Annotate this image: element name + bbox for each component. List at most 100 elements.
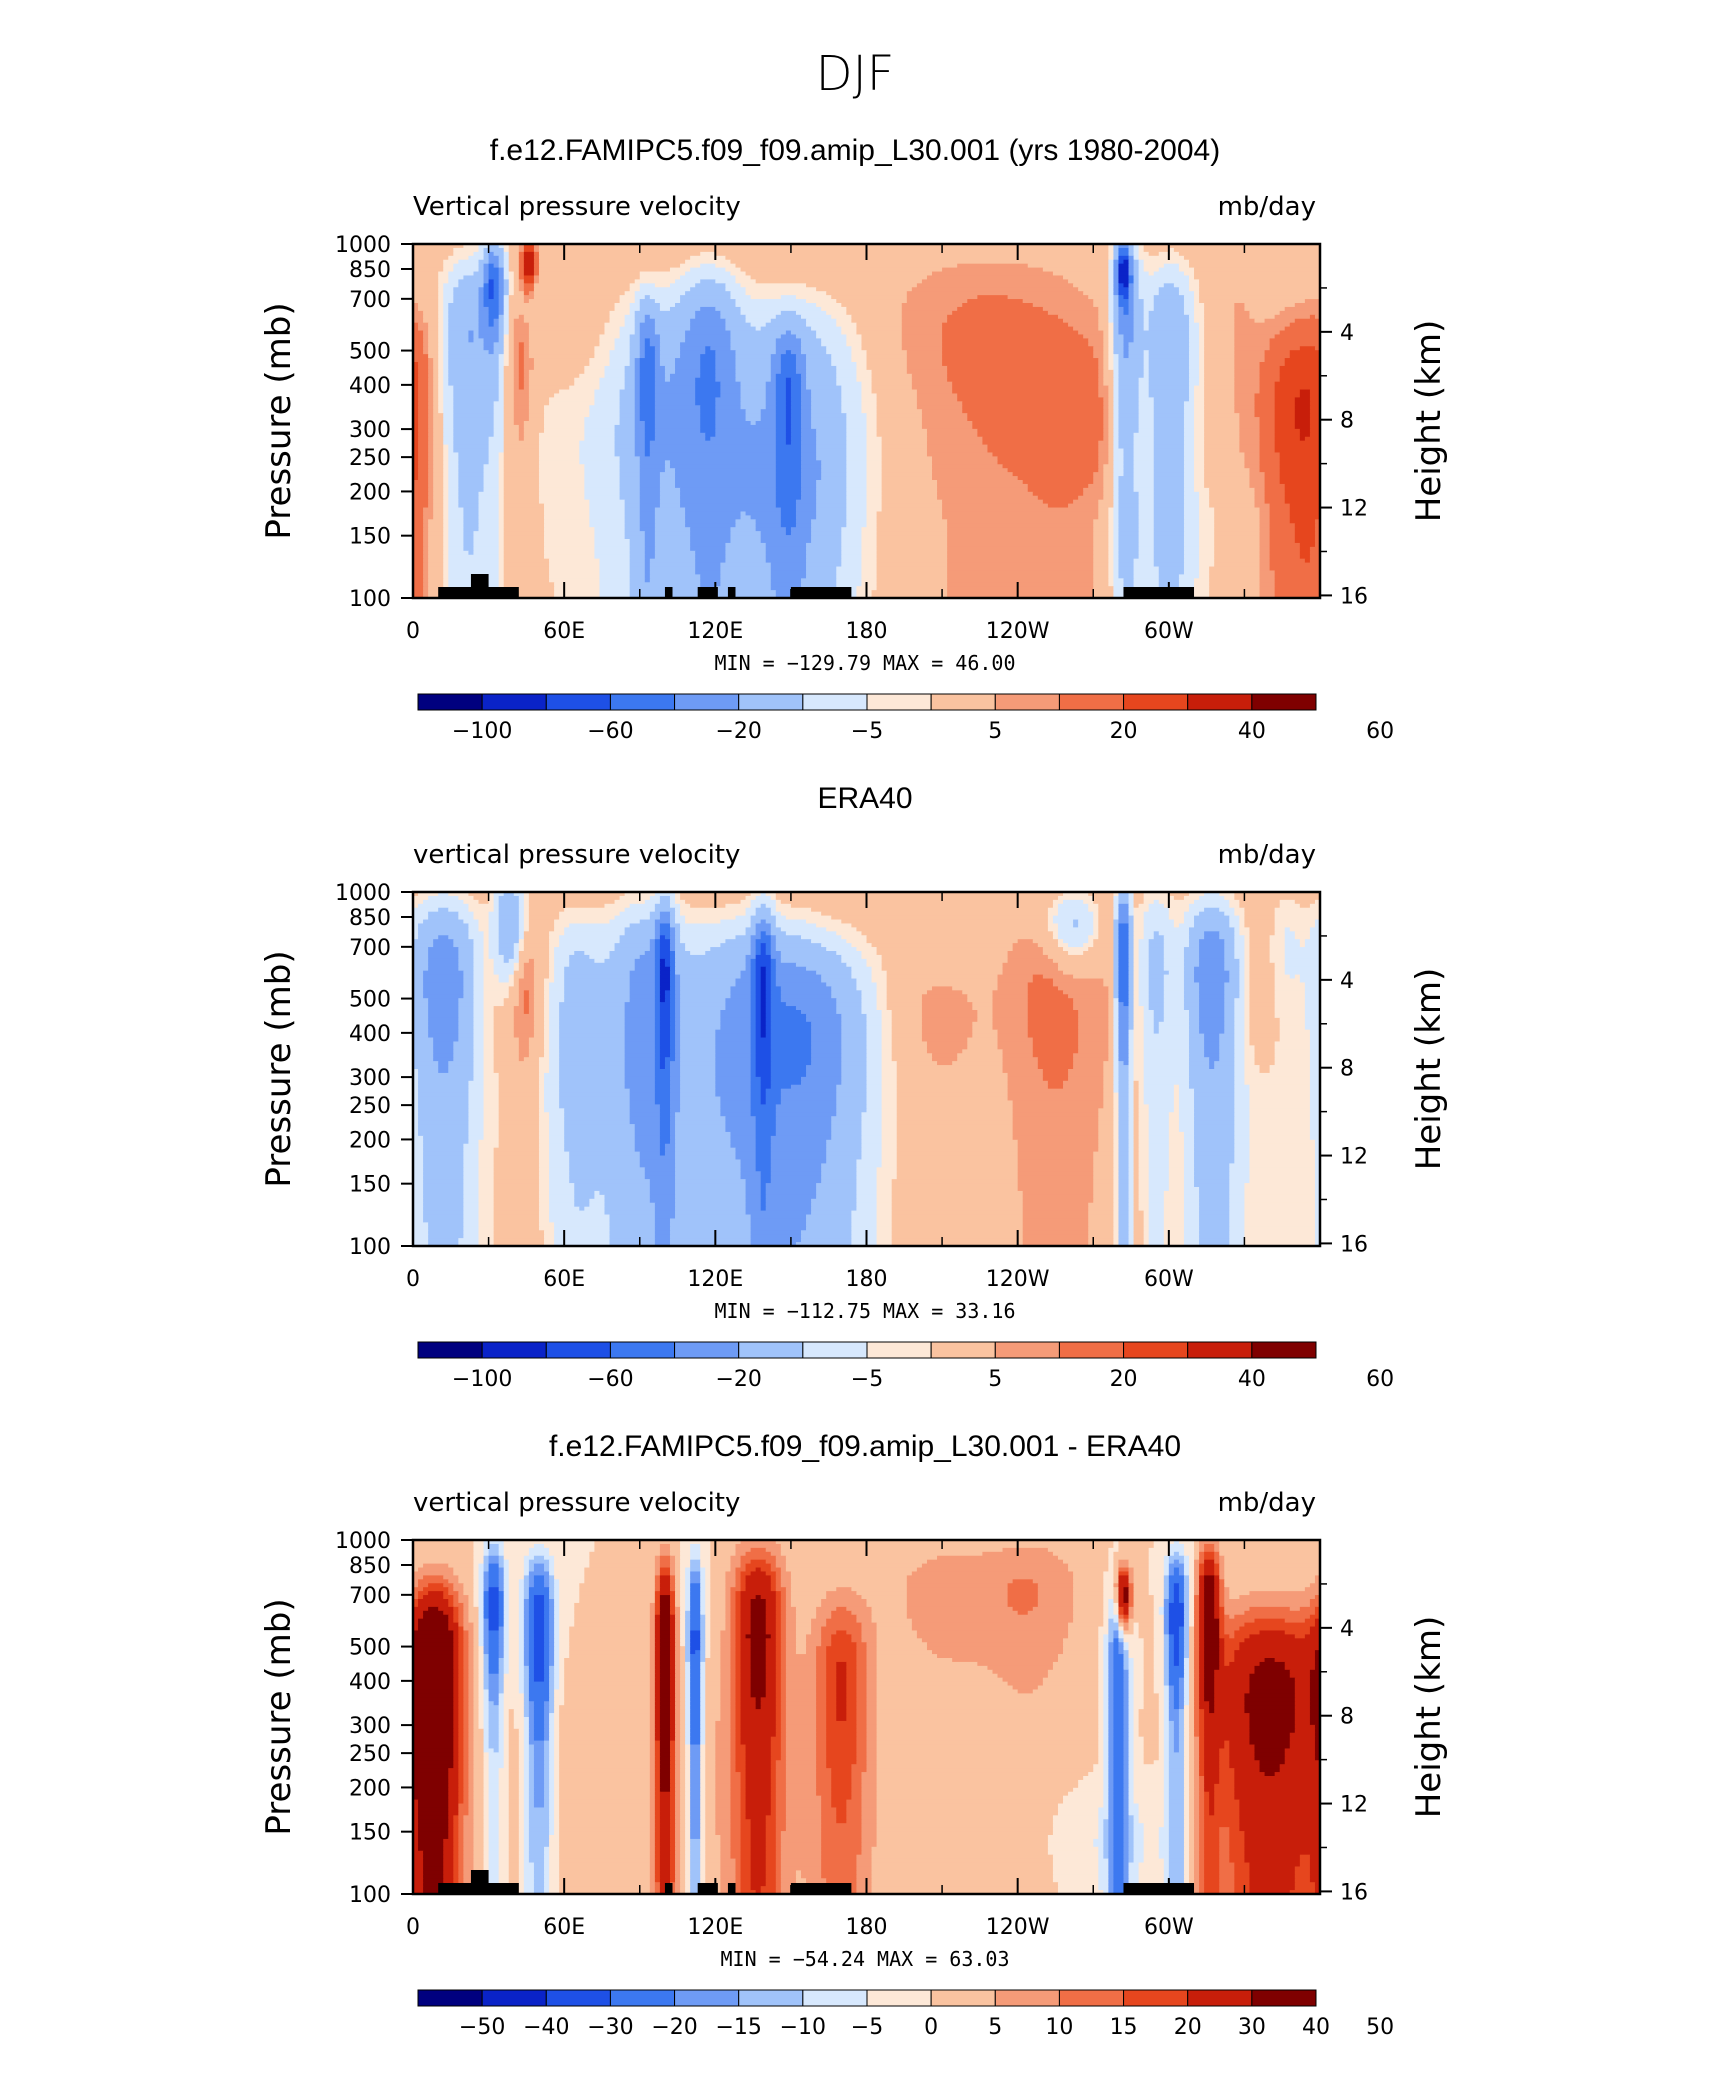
contour-cell bbox=[629, 283, 641, 288]
contour-cell bbox=[528, 377, 575, 383]
contour-cell bbox=[1133, 448, 1155, 454]
contour-cell bbox=[413, 334, 424, 339]
contour-cell bbox=[579, 452, 616, 457]
contour-cell bbox=[614, 432, 636, 438]
contour-cell bbox=[992, 1010, 1029, 1015]
contour-cell bbox=[816, 303, 842, 308]
contour-cell bbox=[1128, 931, 1135, 936]
contour-cell bbox=[675, 935, 681, 940]
contour-cell bbox=[609, 951, 646, 956]
contour-cell bbox=[639, 397, 656, 402]
contour-cell bbox=[1289, 503, 1321, 509]
contour-cell bbox=[554, 582, 601, 587]
contour-cell bbox=[1143, 1017, 1155, 1023]
contour-cell bbox=[770, 986, 782, 991]
contour-cell bbox=[1118, 507, 1140, 513]
contour-cell bbox=[624, 927, 656, 932]
contour-cell bbox=[760, 1021, 767, 1027]
contour-cell bbox=[1299, 393, 1311, 398]
contour-cell bbox=[876, 947, 1014, 952]
contour-cell bbox=[1199, 1010, 1225, 1015]
contour-cell bbox=[1128, 954, 1135, 960]
contour-cell bbox=[528, 405, 545, 410]
contour-cell bbox=[675, 966, 747, 972]
contour-cell bbox=[680, 491, 777, 497]
contour-cell bbox=[911, 287, 1079, 292]
contour-cell bbox=[1244, 966, 1251, 972]
contour-cell bbox=[800, 460, 822, 465]
contour-cell bbox=[473, 535, 500, 540]
contour-cell bbox=[473, 954, 485, 960]
contour-cell bbox=[549, 1006, 560, 1011]
contour-cell bbox=[1204, 350, 1235, 355]
contour-cell bbox=[498, 527, 505, 532]
contour-cell bbox=[1244, 303, 1296, 308]
y-axis-label: Pressure (mb) bbox=[259, 302, 299, 539]
contour-cell bbox=[1279, 456, 1321, 461]
contour-cell bbox=[488, 314, 500, 320]
contour-cell bbox=[483, 951, 490, 956]
contour-cell bbox=[1113, 440, 1120, 446]
contour-cell bbox=[1183, 990, 1200, 995]
contour-cell bbox=[639, 283, 656, 288]
contour-cell bbox=[493, 899, 500, 905]
contour-cell bbox=[604, 373, 626, 379]
contour-cell bbox=[1249, 958, 1271, 964]
contour-cell bbox=[544, 424, 585, 430]
contour-cell bbox=[1027, 998, 1074, 1003]
contour-cell bbox=[428, 358, 434, 363]
contour-cell bbox=[624, 318, 636, 324]
contour-cell bbox=[1244, 947, 1251, 952]
contour-cell bbox=[564, 974, 631, 980]
contour-cell bbox=[1259, 578, 1276, 583]
contour-cell bbox=[800, 346, 827, 351]
contour-cell bbox=[413, 978, 424, 984]
contour-cell bbox=[775, 314, 802, 320]
contour-cell bbox=[619, 476, 641, 481]
contour-cell bbox=[1113, 472, 1125, 477]
contour-cell bbox=[1113, 927, 1120, 932]
contour-cell bbox=[634, 452, 646, 457]
contour-cell bbox=[443, 491, 449, 497]
contour-cell bbox=[1113, 974, 1120, 980]
contour-cell bbox=[730, 994, 752, 999]
contour-cell bbox=[1284, 483, 1321, 489]
contour-cell bbox=[639, 362, 656, 367]
contour-cell bbox=[659, 1025, 671, 1031]
contour-cell bbox=[730, 539, 762, 544]
contour-cell bbox=[523, 1010, 530, 1015]
contour-cell bbox=[1188, 939, 1200, 944]
contour-cell bbox=[654, 1002, 661, 1007]
right-label: mb/day bbox=[1218, 192, 1316, 222]
contour-cell bbox=[876, 566, 948, 572]
contour-cell bbox=[503, 358, 510, 363]
contour-cell bbox=[1183, 456, 1195, 461]
contour-cell bbox=[680, 275, 737, 280]
contour-cell bbox=[483, 1002, 505, 1007]
contour-cell bbox=[1163, 986, 1185, 991]
contour-cell bbox=[559, 1021, 626, 1027]
contour-cell bbox=[675, 947, 686, 952]
contour-cell bbox=[1128, 994, 1135, 999]
contour-cell bbox=[619, 911, 651, 917]
contour-cell bbox=[1052, 903, 1059, 909]
y-tick-label: 500 bbox=[349, 340, 391, 365]
contour-cell bbox=[669, 919, 676, 925]
contour-cell bbox=[473, 1025, 485, 1031]
contour-cell bbox=[549, 574, 601, 579]
contour-cell bbox=[1063, 970, 1115, 976]
contour-cell bbox=[1209, 574, 1261, 579]
contour-cell bbox=[1128, 951, 1135, 956]
contour-cell bbox=[1299, 436, 1306, 442]
contour-cell bbox=[1113, 483, 1120, 489]
contour-cell bbox=[518, 951, 550, 956]
contour-cell bbox=[443, 562, 449, 568]
contour-cell bbox=[458, 895, 475, 901]
contour-cell bbox=[1254, 318, 1266, 324]
contour-cell bbox=[654, 931, 661, 936]
contour-cell bbox=[448, 464, 459, 469]
contour-cell bbox=[443, 330, 449, 336]
contour-cell bbox=[806, 299, 837, 304]
contour-cell bbox=[1214, 519, 1261, 524]
contour-cell bbox=[533, 358, 590, 363]
